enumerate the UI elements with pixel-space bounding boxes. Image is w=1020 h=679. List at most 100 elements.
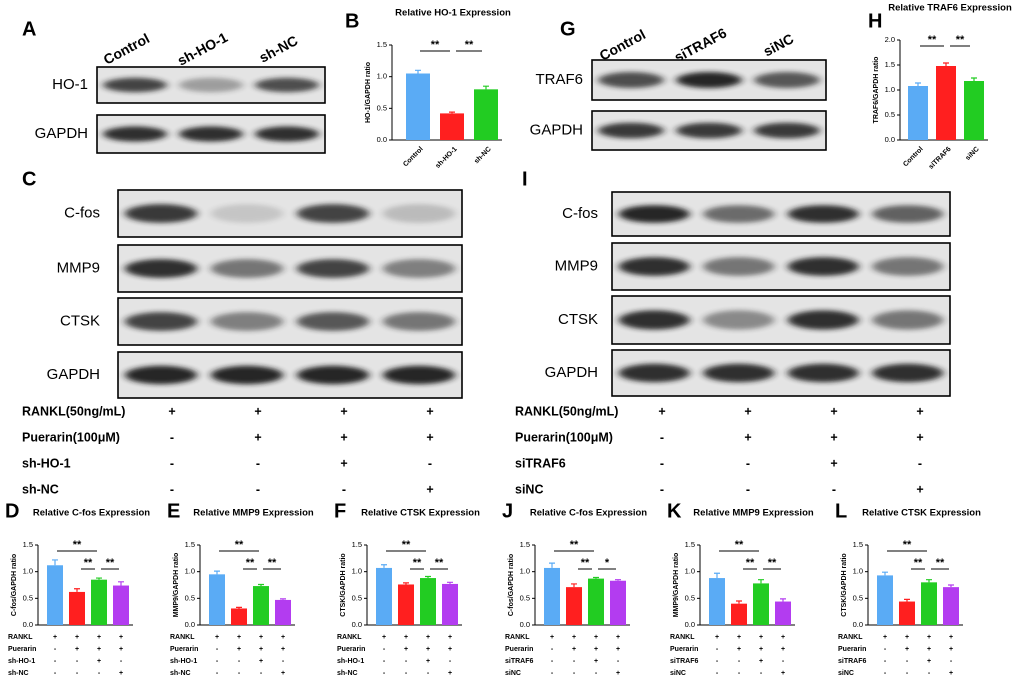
- bar: [275, 599, 291, 625]
- condition-mark: -: [716, 658, 719, 665]
- blot-band: [787, 310, 859, 330]
- blot-band: [179, 126, 243, 142]
- blot-band: [618, 310, 690, 330]
- condition-mark: +: [119, 670, 123, 677]
- y-tick-label: 1.0: [685, 567, 695, 576]
- panel-letter: K: [667, 500, 682, 522]
- blot-band: [872, 363, 944, 383]
- condition-mark: +: [781, 670, 785, 677]
- error-bar: [736, 600, 742, 604]
- lane-label: siNC: [761, 30, 797, 59]
- treatment-mark: -: [746, 456, 750, 470]
- blot-band: [703, 257, 775, 276]
- bar: [442, 583, 458, 625]
- bar: [47, 565, 63, 625]
- bar: [113, 585, 129, 625]
- blot-band: [103, 126, 167, 142]
- error-bar: [403, 582, 409, 585]
- blot-frame: [117, 351, 463, 399]
- condition-mark: -: [551, 646, 554, 653]
- treatment-mark: -: [746, 482, 750, 496]
- condition-mark: +: [594, 646, 598, 653]
- significance-label: **: [84, 557, 93, 569]
- blot-frame: [96, 66, 326, 104]
- treatment-mark: +: [426, 482, 433, 496]
- condition-mark: +: [75, 646, 79, 653]
- treatment-mark: +: [340, 430, 347, 444]
- chart-title: Relative TRAF6 Expression: [888, 3, 1012, 14]
- condition-mark: +: [404, 634, 408, 641]
- condition-mark: +: [550, 634, 554, 641]
- row-label: HO-1: [52, 76, 88, 93]
- condition-mark: +: [616, 634, 620, 641]
- significance-label: **: [914, 557, 923, 569]
- condition-label: Puerarin: [337, 646, 365, 653]
- condition-mark: +: [616, 670, 620, 677]
- y-tick-label: 1.0: [185, 567, 195, 576]
- error-bar: [780, 598, 786, 602]
- blot-frame: [117, 297, 463, 346]
- condition-mark: +: [237, 634, 241, 641]
- x-tick-label: Control: [902, 146, 925, 169]
- bar: [420, 578, 436, 625]
- y-tick-label: 0.0: [377, 135, 387, 144]
- treatment-mark: +: [830, 404, 837, 418]
- y-axis-label: C-fos/GAPDH ratio: [508, 554, 515, 616]
- condition-mark: -: [216, 670, 219, 677]
- bar: [610, 580, 626, 625]
- y-tick-label: 0.0: [185, 620, 195, 629]
- y-tick-label: 0.0: [520, 620, 530, 629]
- y-tick-label: 1.0: [23, 567, 33, 576]
- treatment-mark: +: [830, 430, 837, 444]
- y-tick-label: 2.0: [885, 35, 895, 44]
- y-tick-label: 0.5: [520, 593, 530, 602]
- panel-letter: E: [167, 500, 180, 522]
- condition-mark: +: [715, 634, 719, 641]
- blot-band: [754, 72, 820, 88]
- condition-mark: +: [448, 646, 452, 653]
- error-bar: [593, 576, 599, 579]
- row-label: GAPDH: [545, 364, 598, 381]
- condition-mark: +: [426, 646, 430, 653]
- bar: [376, 567, 392, 625]
- condition-mark: -: [238, 670, 241, 677]
- error-bar: [882, 571, 888, 576]
- treatment-mark: -: [256, 482, 260, 496]
- condition-mark: +: [949, 670, 953, 677]
- treatment-mark: +: [916, 482, 923, 496]
- blot-band: [210, 259, 284, 278]
- y-axis-label: MMP9/GAPDH ratio: [173, 553, 180, 618]
- row-label: C-fos: [562, 205, 598, 222]
- condition-mark: -: [738, 658, 741, 665]
- error-bar: [381, 564, 387, 568]
- bar: [440, 113, 464, 140]
- condition-mark: -: [716, 646, 719, 653]
- row-label: GAPDH: [530, 121, 583, 138]
- significance-label: **: [936, 557, 945, 569]
- y-tick-label: 1.5: [352, 540, 362, 549]
- condition-mark: +: [759, 646, 763, 653]
- error-bar: [52, 559, 58, 566]
- treatment-label: siNC: [515, 482, 543, 496]
- condition-mark: -: [282, 658, 285, 665]
- condition-label: Puerarin: [170, 646, 198, 653]
- significance-label: **: [956, 34, 965, 46]
- lane-label: sh-HO-1: [175, 29, 231, 69]
- condition-label: RANKL: [337, 634, 362, 641]
- condition-mark: +: [97, 634, 101, 641]
- panel-letter: C: [22, 168, 36, 190]
- condition-mark: +: [281, 670, 285, 677]
- blot-band: [296, 259, 370, 278]
- y-axis-label: TRAF6/GAPDH ratio: [873, 57, 880, 124]
- y-tick-label: 1.5: [520, 540, 530, 549]
- condition-label: RANKL: [170, 634, 195, 641]
- condition-mark: -: [884, 658, 887, 665]
- error-bar: [926, 579, 932, 583]
- condition-label: sh-NC: [8, 670, 29, 677]
- blot-frame: [591, 59, 827, 101]
- condition-label: Puerarin: [8, 646, 36, 653]
- error-bar: [948, 584, 954, 588]
- row-label: C-fos: [64, 204, 100, 221]
- bar: [69, 591, 85, 625]
- y-tick-label: 0.5: [885, 110, 895, 119]
